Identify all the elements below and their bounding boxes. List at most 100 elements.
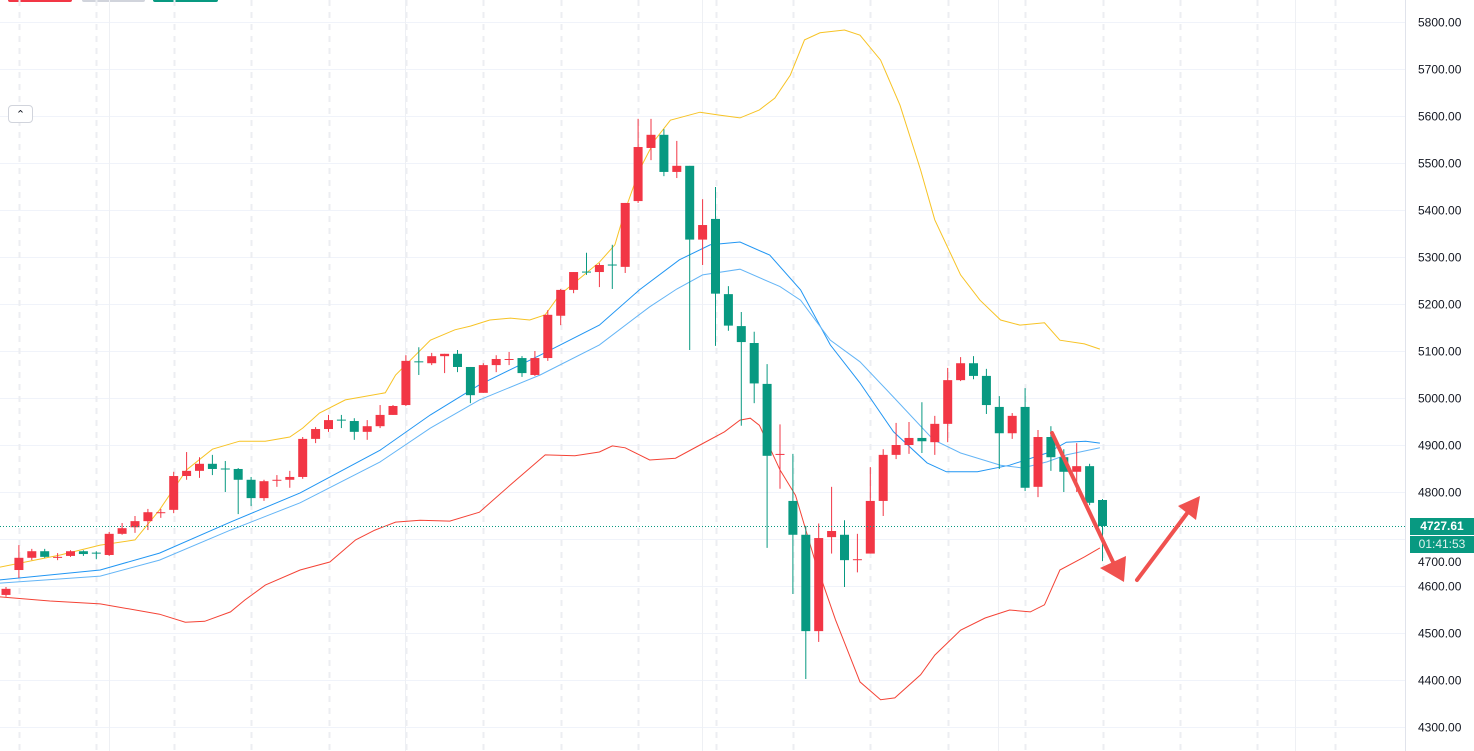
y-tick-label: 4700.00 [1418,555,1462,569]
candle [698,199,708,265]
candle-body [362,426,372,432]
candle-body [930,423,940,443]
candle-body [40,551,50,557]
y-tick-label: 4400.00 [1418,674,1462,688]
candle-body [775,453,785,455]
candle-body [478,365,488,393]
candle-body [685,165,695,240]
candle [220,460,230,492]
y-tick-label: 5000.00 [1418,392,1462,406]
candle-body [1033,437,1043,487]
lower-band-line [0,417,1101,701]
candle [582,252,591,275]
collapse-button[interactable]: ⌃ [8,105,33,123]
candle-body [130,521,140,528]
candle [130,515,140,533]
fast-ma-line [0,241,1100,581]
candle-body [272,479,282,481]
candle [285,470,295,488]
candle-body [1,588,11,595]
price-axis[interactable]: 4300.00 4400.00 4500.00 4600.00 4700.00 4800.… [1418,16,1462,735]
candle-body [104,533,114,555]
candle [66,550,75,557]
y-tick-label: 4800.00 [1418,486,1462,500]
candle [478,363,488,393]
current-price-label: 4727.61 [1410,518,1474,535]
candle-body [814,538,824,632]
candle-body [969,363,978,376]
candle-body [311,429,321,439]
candle-body [852,559,862,561]
candle-body [156,512,166,514]
candle-body [801,534,811,632]
candle [53,553,63,561]
candle-body [117,528,127,534]
candle [775,424,785,489]
candle [1007,413,1017,439]
top-toolbar-button-green[interactable] [153,0,218,2]
candle [659,129,669,177]
down-arrow-head-icon [1100,556,1126,582]
candle-body [672,165,682,172]
candle-body [865,500,875,554]
candle [723,286,733,331]
y-tick-label: 4900.00 [1418,439,1462,453]
top-toolbar-button-red[interactable] [8,0,72,2]
candle [311,427,321,444]
candle-body [607,264,617,266]
down-arrow-line [1050,431,1115,564]
candle [594,263,604,288]
candle-body [543,314,553,359]
candle-body [956,363,966,381]
candle [349,418,359,440]
candle [182,452,192,480]
candle-body [298,438,308,477]
y-tick-label: 5600.00 [1418,110,1462,124]
candle-body [349,421,359,432]
candle-body [981,375,991,406]
candle-body [633,147,643,202]
candle [336,414,346,429]
candle [994,396,1004,469]
bar-countdown-label: 01:41:53 [1410,536,1474,553]
y-tick-label: 4300.00 [1418,721,1462,735]
candle [943,367,953,443]
candle [633,118,643,203]
annotation-arrows[interactable] [1050,431,1200,582]
top-toolbar-button-gray[interactable] [82,0,145,2]
candle [388,405,398,415]
candle-body [324,420,333,430]
slow-ma-line [0,268,1101,584]
candle [930,415,940,455]
candle-body [878,454,888,501]
candle-body [620,202,630,267]
y-tick-label: 5300.00 [1418,251,1462,265]
candle [104,531,114,556]
candle-body [659,134,669,172]
candle-body [1072,466,1082,472]
candle [14,545,24,579]
candle-body [556,289,566,316]
candle [491,355,501,373]
candle [91,551,101,560]
candle-body [491,358,501,366]
candle [840,520,849,587]
candle-body [736,326,746,343]
candle [736,311,746,426]
y-tick-label: 5200.00 [1418,298,1462,312]
candle [1085,463,1095,506]
candle-body [427,356,437,364]
candle [852,533,862,573]
candle [504,351,514,366]
candle-body [994,406,1004,434]
candle-body [698,225,708,240]
candle-body [943,380,953,424]
candle-body [259,481,269,499]
candle-body [711,218,720,294]
candle [620,202,630,273]
candle-body [904,437,914,445]
candle-body [465,366,475,396]
candle [362,420,372,440]
candle-body [582,271,591,273]
